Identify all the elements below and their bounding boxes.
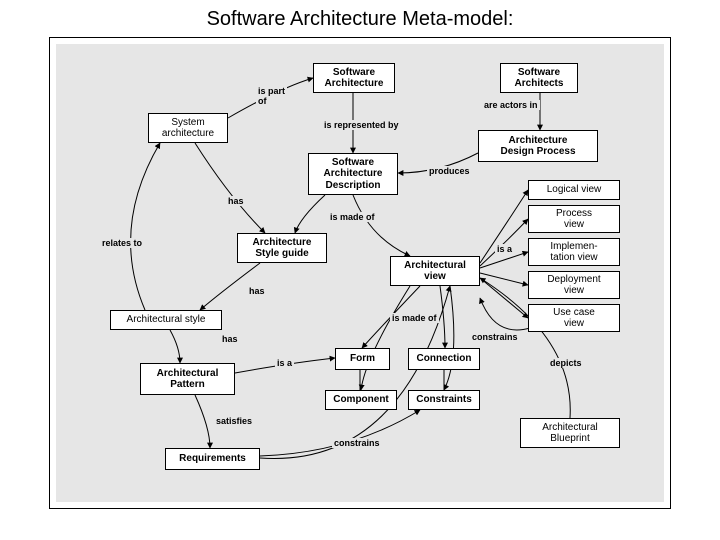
node-connection: Connection [408,348,480,370]
node-software_architecture: Software Architecture [313,63,395,93]
edge-label-is_part_of: is part of [256,86,287,106]
edge-label-produces: produces [427,166,472,176]
edge-label-has3: has [220,334,240,344]
node-form: Form [335,348,390,370]
edge-architectural_view-component [361,286,410,390]
edge-label-relates_to: relates to [100,238,144,248]
edge-label-is_made_of1: is made of [328,212,377,222]
node-constraints_node: Constraints [408,390,480,410]
edge-label-has1: has [226,196,246,206]
edge-architectural_blueprint-architectural_view [480,278,570,418]
node-system_architecture: System architecture [148,113,228,143]
page-title: Software Architecture Meta-model: [0,0,720,37]
node-use_case_view: Use case view [528,304,620,332]
node-deployment_view: Deployment view [528,271,620,299]
edge-label-is_a2: is a [275,358,294,368]
edge-label-is_represented_by: is represented by [322,120,401,130]
edge-label-constrains2: constrains [332,438,382,448]
edge-label-constrains1: constrains [470,332,520,342]
edge-label-depicts: depicts [548,358,584,368]
node-architectural_pattern: Architectural Pattern [140,363,235,395]
edge-sa_description-arch_style_guide [295,195,325,233]
edge-label-are_actors_in: are actors in [482,100,540,110]
edge-label-has2: has [247,286,267,296]
node-process_view: Process view [528,205,620,233]
node-logical_view: Logical view [528,180,620,200]
edge-sa_description-architectural_view [353,195,410,256]
edge-requirements-constraints_node [260,410,420,456]
node-arch_design_process: Architecture Design Process [478,130,598,162]
edge-architectural_view-implementation_view [480,252,528,268]
edge-label-is_a1: is a [495,244,514,254]
node-arch_style_guide: Architecture Style guide [237,233,327,263]
node-architectural_style: Architectural style [110,310,222,330]
node-architectural_blueprint: Architectural Blueprint [520,418,620,448]
node-implementation_view: Implemen- tation view [528,238,620,266]
diagram-canvas: Software Architecture Software Architects… [49,37,671,509]
node-sa_description: Software Architecture Description [308,153,398,195]
node-software_architects: Software Architects [500,63,578,93]
node-architectural_view: Architectural view [390,256,480,286]
edge-architectural_pattern-requirements [195,395,210,448]
edge-requirements-architectural_view [260,286,450,459]
edge-label-satisfies: satisfies [214,416,254,426]
node-requirements: Requirements [165,448,260,470]
node-component: Component [325,390,397,410]
edge-architectural_style-architectural_pattern [170,330,180,363]
edge-label-is_made_of2: is made of [390,313,439,323]
edge-architectural_style-system_architecture [131,143,160,310]
edge-system_architecture-arch_style_guide [195,143,265,233]
